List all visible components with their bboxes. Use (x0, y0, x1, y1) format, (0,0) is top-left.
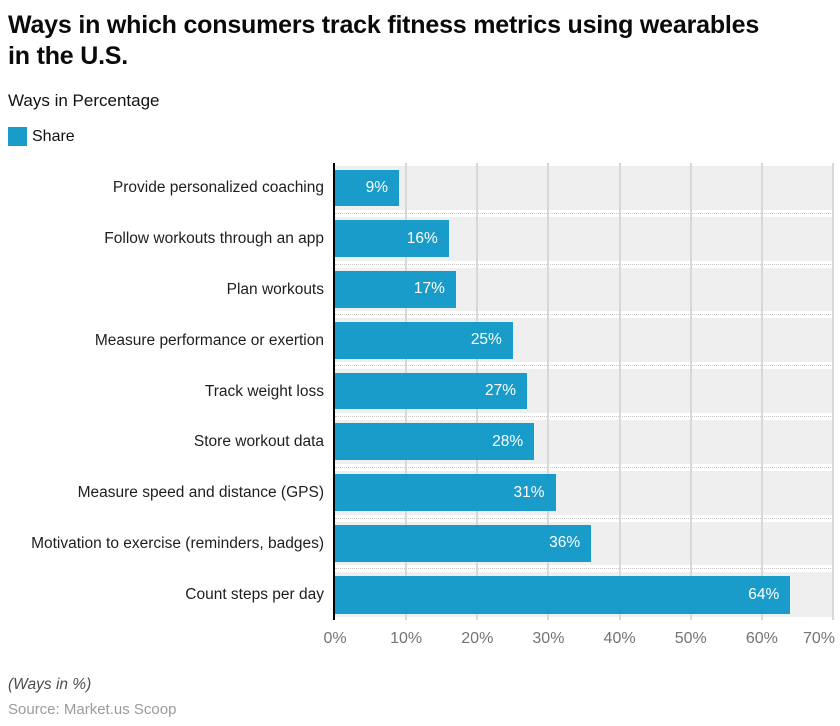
category-label: Store workout data (193, 433, 324, 451)
category-label: Provide personalized coaching (112, 179, 324, 197)
value-label: 31% (513, 483, 545, 501)
category-label: Follow workouts through an app (104, 230, 324, 248)
bar: 31% (335, 474, 556, 512)
value-label: 27% (485, 382, 517, 400)
chart-row: 27% (335, 366, 833, 417)
x-tick-label: 0% (323, 630, 347, 648)
chart-row: 31% (335, 468, 833, 519)
chart-row: 28% (335, 417, 833, 468)
bar: 9% (335, 169, 400, 207)
category-label: Track weight loss (204, 382, 324, 400)
value-label: 36% (549, 534, 581, 552)
x-axis: 0% 10% 20% 30% 40% 50% 60% 70% (323, 620, 835, 650)
bar-chart: Provide personalized coaching Follow work… (0, 163, 840, 621)
x-tick-label: 70% (802, 630, 835, 648)
bar: 16% (335, 220, 449, 258)
legend-swatch-icon (8, 127, 27, 146)
chart-row: 36% (335, 519, 833, 570)
chart-row: 25% (335, 315, 833, 367)
chart-footer: (Ways in %) Source: Market.us Scoop (0, 676, 840, 718)
chart-row: 16% (335, 214, 833, 265)
category-label: Measure speed and distance (GPS) (77, 484, 324, 502)
bar: 64% (335, 575, 791, 614)
bar: 36% (335, 525, 592, 562)
value-label: 25% (470, 331, 502, 349)
value-label: 17% (413, 280, 445, 298)
chart-subtitle: Ways in Percentage (8, 91, 160, 110)
chart-row: 64% (335, 569, 833, 620)
legend-label: Share (32, 127, 75, 145)
value-label: 28% (492, 432, 524, 450)
category-label: Count steps per day (185, 585, 324, 603)
category-label: Motivation to exercise (reminders, badge… (31, 534, 324, 552)
category-axis: Provide personalized coaching Follow work… (0, 163, 333, 620)
bar: 25% (335, 321, 513, 359)
chart-row: 17% (335, 265, 833, 316)
x-tick-label: 40% (603, 630, 636, 648)
value-label: 64% (748, 585, 780, 603)
bar: 28% (335, 423, 535, 461)
bar: 27% (335, 372, 528, 410)
footnote: (Ways in %) (8, 676, 92, 694)
x-tick-label: 50% (674, 630, 707, 648)
row-band (335, 166, 833, 210)
category-label: Measure performance or exertion (94, 331, 324, 349)
legend: Share (8, 127, 832, 146)
plot-area: 9% 16% 17% 25% 27% 28% 31% 36% 64% (333, 163, 834, 621)
chart-header: Ways in which consumers track fitness me… (0, 0, 840, 146)
x-tick-label: 20% (461, 630, 494, 648)
value-label: 9% (365, 178, 389, 196)
x-tick-label: 30% (532, 630, 565, 648)
category-label: Plan workouts (226, 280, 324, 298)
x-tick-label: 60% (745, 630, 778, 648)
value-label: 16% (406, 229, 438, 247)
chart-title: Ways in which consumers track fitness me… (8, 11, 760, 70)
source-attribution: Source: Market.us Scoop (8, 701, 177, 719)
x-tick-label: 10% (390, 630, 423, 648)
bar: 17% (335, 271, 456, 308)
chart-row: 9% (335, 163, 833, 214)
